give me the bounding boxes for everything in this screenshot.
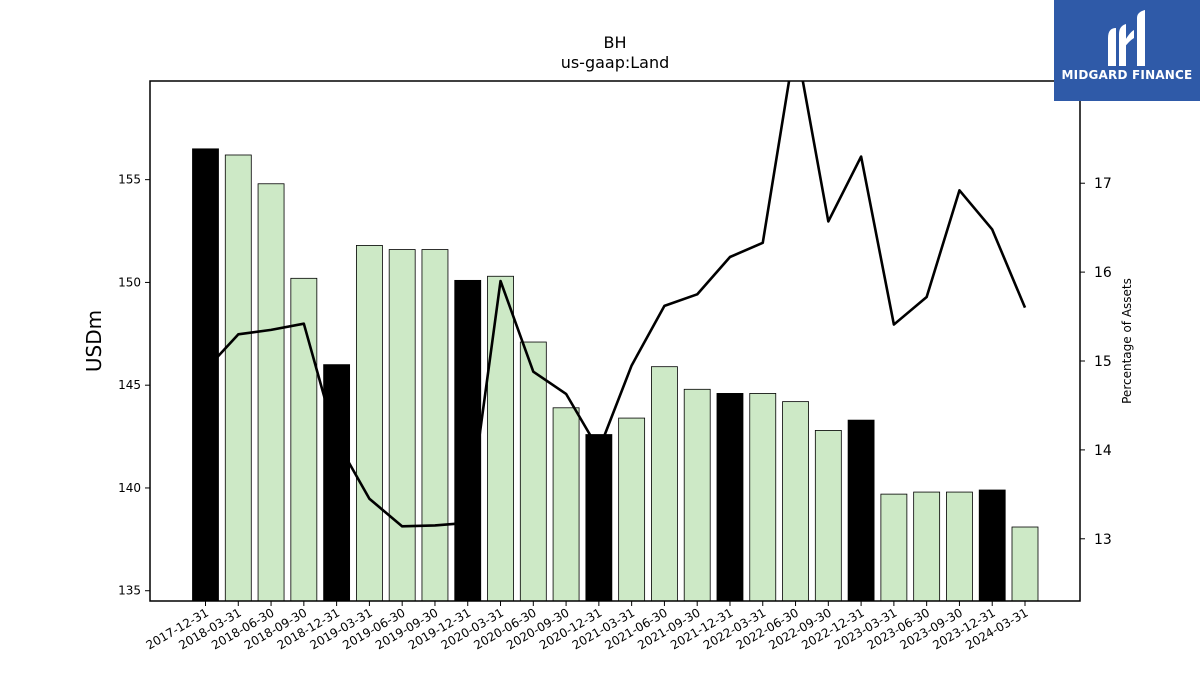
- bar: [421, 249, 449, 601]
- y-tick-label: 145: [118, 378, 141, 392]
- bar: [1011, 526, 1039, 601]
- y-axis-right: 13 14 15 16 17: [1080, 176, 1112, 548]
- line-percentage-of-assets: [204, 81, 1027, 528]
- bar: [618, 417, 646, 601]
- x-axis: 2017-12-312018-03-312018-06-302018-09-30…: [144, 601, 1031, 652]
- bar: [388, 249, 416, 601]
- y2-tick-label: 16: [1094, 265, 1112, 281]
- chart-subtitle: us-gaap:Land: [561, 53, 670, 72]
- bar: [749, 393, 777, 601]
- logo-text: MIDGARD FINANCE: [1061, 68, 1193, 82]
- bar: [978, 489, 1006, 601]
- bar: [880, 493, 908, 601]
- y-tick-label: 135: [118, 584, 141, 598]
- y-tick-label: 155: [118, 173, 141, 187]
- bar: [257, 183, 285, 601]
- y2-tick-label: 15: [1094, 354, 1112, 370]
- bar: [454, 279, 482, 601]
- y-axis-label: USDm: [82, 310, 106, 372]
- y2-tick-label: 13: [1094, 532, 1112, 548]
- bar: [487, 275, 514, 601]
- bar: [651, 366, 678, 601]
- y2-tick-label: 14: [1094, 443, 1112, 459]
- line-series: [204, 81, 1027, 528]
- y-axis-left: 135 140 145 150 155: [118, 173, 150, 598]
- y-tick-label: 140: [118, 481, 141, 495]
- bar: [847, 419, 875, 601]
- chart-title: BH: [603, 33, 626, 52]
- bar: [323, 364, 351, 601]
- bar: [716, 393, 744, 601]
- y2-axis-label: Percentage of Assets: [1120, 278, 1134, 404]
- y2-tick-label: 17: [1094, 176, 1112, 192]
- bar: [913, 491, 941, 601]
- bar: [355, 245, 383, 601]
- plot-frame: [149, 80, 1081, 602]
- bar: [192, 148, 219, 601]
- bar: [782, 401, 809, 601]
- y-tick-label: 150: [118, 275, 141, 289]
- bar: [683, 388, 711, 601]
- bar: [946, 491, 973, 601]
- bar: [814, 430, 842, 601]
- bar: [519, 341, 547, 601]
- midgard-finance-logo: MIDGARD FINANCE: [1054, 0, 1200, 101]
- bar-series: [192, 148, 1039, 601]
- bar: [552, 407, 580, 601]
- logo-mark-icon: [1108, 10, 1145, 66]
- bar: [585, 434, 613, 601]
- bar: [290, 277, 318, 601]
- bar: [224, 154, 252, 601]
